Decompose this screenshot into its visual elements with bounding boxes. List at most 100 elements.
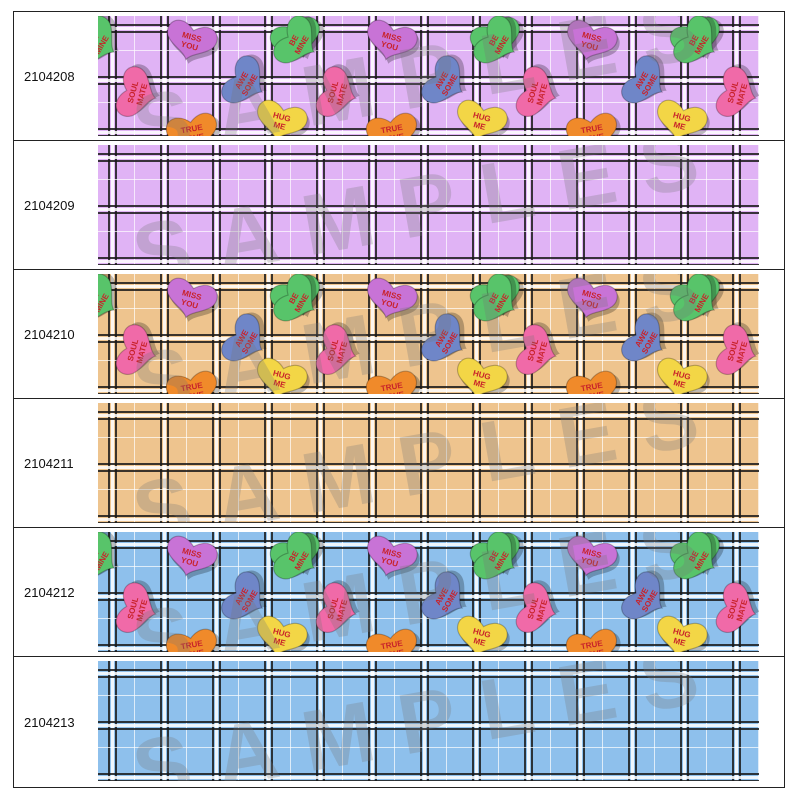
ribbon-swatch: SAMPLES — [98, 403, 759, 523]
ribbon-swatch: SAMPLES — [98, 661, 759, 781]
svg-text:YOU: YOU — [380, 297, 399, 310]
svg-text:TRUE: TRUE — [180, 639, 204, 652]
svg-text:LOVE: LOVE — [382, 390, 406, 394]
plaid-pattern — [98, 661, 759, 781]
svg-text:TRUE: TRUE — [580, 381, 604, 394]
swatch-row: 2104208 MISSYOUBEMINEAWESOMESOULMATEHUGM… — [14, 12, 784, 141]
svg-text:ME: ME — [672, 120, 687, 132]
ribbon-swatch: MISSYOUBEMINEAWESOMESOULMATEHUGMETRUELOV… — [98, 532, 759, 652]
svg-text:LOVE: LOVE — [382, 648, 406, 652]
svg-text:HUG: HUG — [672, 368, 692, 381]
ribbon-swatch: SAMPLES — [98, 145, 759, 265]
candy-heart-icon: TRUELOVE — [565, 370, 621, 394]
svg-text:YOU: YOU — [580, 555, 599, 568]
candy-heart-icon: TRUELOVE — [565, 628, 621, 652]
candy-heart-icon: TRUELOVE — [165, 112, 221, 136]
svg-text:LOVE: LOVE — [182, 132, 206, 136]
swatch-row: 2104209 SAMPLES — [14, 141, 784, 270]
svg-text:TRUE: TRUE — [180, 123, 204, 136]
svg-text:ME: ME — [272, 636, 287, 648]
swatch-row: 2104210 MISSYOUBEMINEAWESOMESOULMATEHUGM… — [14, 270, 784, 399]
svg-text:TRUE: TRUE — [580, 123, 604, 136]
svg-text:YOU: YOU — [380, 39, 399, 52]
svg-text:LOVE: LOVE — [582, 390, 606, 394]
sample-sheet: 2104208 MISSYOUBEMINEAWESOMESOULMATEHUGM… — [13, 11, 785, 788]
swatch-row: 2104212 MISSYOUBEMINEAWESOMESOULMATEHUGM… — [14, 528, 784, 657]
ribbon-swatch: MISSYOUBEMINEAWESOMESOULMATEHUGMETRUELOV… — [98, 16, 759, 136]
candy-heart-icon: TRUELOVE — [365, 112, 421, 136]
svg-text:HUG: HUG — [472, 110, 492, 123]
svg-text:HUG: HUG — [272, 368, 292, 381]
svg-text:ME: ME — [672, 636, 687, 648]
hearts-plaid-pattern: MISSYOUBEMINEAWESOMESOULMATEHUGMETRUELOV… — [98, 532, 759, 652]
svg-text:TRUE: TRUE — [380, 123, 404, 136]
svg-text:LOVE: LOVE — [182, 648, 206, 652]
candy-heart-icon: TRUELOVE — [365, 628, 421, 652]
svg-text:TRUE: TRUE — [180, 381, 204, 394]
svg-text:YOU: YOU — [180, 39, 199, 52]
svg-text:ME: ME — [272, 120, 287, 132]
candy-heart-icon: TRUELOVE — [165, 370, 221, 394]
svg-text:LOVE: LOVE — [582, 132, 606, 136]
plaid-pattern — [98, 403, 759, 523]
product-code: 2104208 — [24, 68, 75, 84]
svg-text:ME: ME — [672, 378, 687, 390]
swatch-row: 2104211 SAMPLES — [14, 399, 784, 528]
svg-text:LOVE: LOVE — [382, 132, 406, 136]
svg-text:HUG: HUG — [672, 110, 692, 123]
svg-text:LOVE: LOVE — [182, 390, 206, 394]
candy-heart-icon: TRUELOVE — [365, 370, 421, 394]
svg-text:TRUE: TRUE — [380, 639, 404, 652]
svg-text:HUG: HUG — [272, 110, 292, 123]
svg-text:YOU: YOU — [380, 555, 399, 568]
svg-text:HUG: HUG — [472, 626, 492, 639]
swatch-row: 2104213 SAMPLES — [14, 657, 784, 787]
hearts-plaid-pattern: MISSYOUBEMINEAWESOMESOULMATEHUGMETRUELOV… — [98, 16, 759, 136]
svg-text:YOU: YOU — [580, 297, 599, 310]
svg-text:YOU: YOU — [580, 39, 599, 52]
svg-text:HUG: HUG — [272, 626, 292, 639]
svg-text:LOVE: LOVE — [582, 648, 606, 652]
svg-text:ME: ME — [472, 378, 487, 390]
